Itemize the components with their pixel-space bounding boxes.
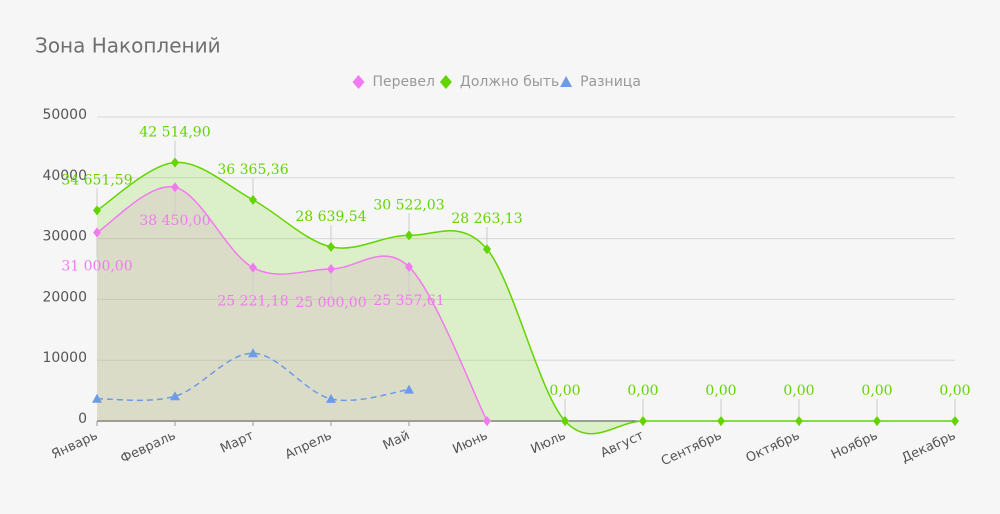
- marker: [327, 241, 335, 252]
- data-label: 25 221,18: [217, 294, 288, 310]
- legend-marker: [439, 75, 452, 89]
- data-label: 0,00: [939, 383, 970, 399]
- data-label: 0,00: [783, 383, 814, 399]
- marker: [92, 393, 102, 403]
- y-tick-label: 10000: [42, 350, 87, 366]
- areas: [97, 162, 955, 434]
- y-tick-label: 20000: [42, 289, 87, 305]
- legend-marker: [352, 75, 365, 89]
- marker: [248, 348, 258, 358]
- marker: [639, 416, 647, 426]
- data-label: 34 651,59: [61, 172, 132, 188]
- marker: [483, 244, 491, 255]
- data-label: 42 514,90: [139, 125, 210, 141]
- marker: [561, 416, 569, 426]
- data-label: 28 263,13: [451, 211, 522, 227]
- marker: [171, 157, 179, 168]
- marker: [249, 262, 257, 273]
- marker: [249, 194, 257, 205]
- data-label: 0,00: [627, 383, 658, 399]
- series-line: [96, 186, 488, 422]
- legend-marker: [560, 76, 573, 87]
- marker: [951, 416, 959, 426]
- marker: [404, 384, 414, 394]
- marker: [873, 416, 881, 426]
- y-tick-label: 30000: [42, 229, 87, 245]
- markers: [92, 157, 959, 426]
- data-label: 28 639,54: [295, 209, 366, 225]
- data-label: 30 522,03: [373, 197, 444, 213]
- marker: [795, 416, 803, 426]
- legend-label: Должно быть: [460, 74, 559, 90]
- chart-title: Зона Накоплений: [35, 34, 221, 58]
- legend-label: Перевел: [373, 74, 435, 90]
- marker: [93, 205, 101, 216]
- marker: [93, 227, 101, 238]
- y-tick-label: 0: [78, 411, 87, 427]
- marker: [717, 416, 725, 426]
- data-label: 25 357,61: [373, 293, 444, 309]
- data-label: 0,00: [549, 383, 580, 399]
- data-label: 25 000,00: [295, 295, 366, 311]
- data-label: 38 450,00: [139, 213, 210, 229]
- marker: [170, 391, 180, 401]
- data-label: 31 000,00: [61, 259, 132, 275]
- marker: [171, 182, 179, 193]
- marker: [405, 261, 413, 272]
- data-label: 0,00: [705, 383, 736, 399]
- marker: [405, 230, 413, 241]
- marker: [483, 416, 491, 426]
- data-label: 36 365,36: [217, 162, 288, 178]
- y-tick-label: 40000: [42, 168, 87, 184]
- labels: 31 000,00 38 450,00 25 221,18 25 000,00 25 3…: [61, 125, 971, 416]
- y-tick-label: 50000: [42, 107, 87, 123]
- data-label: 0,00: [861, 383, 892, 399]
- legend-label: Разница: [580, 74, 641, 90]
- marker: [327, 264, 335, 274]
- series-area: [97, 186, 487, 421]
- marker: [326, 393, 336, 403]
- series-area: [97, 162, 955, 434]
